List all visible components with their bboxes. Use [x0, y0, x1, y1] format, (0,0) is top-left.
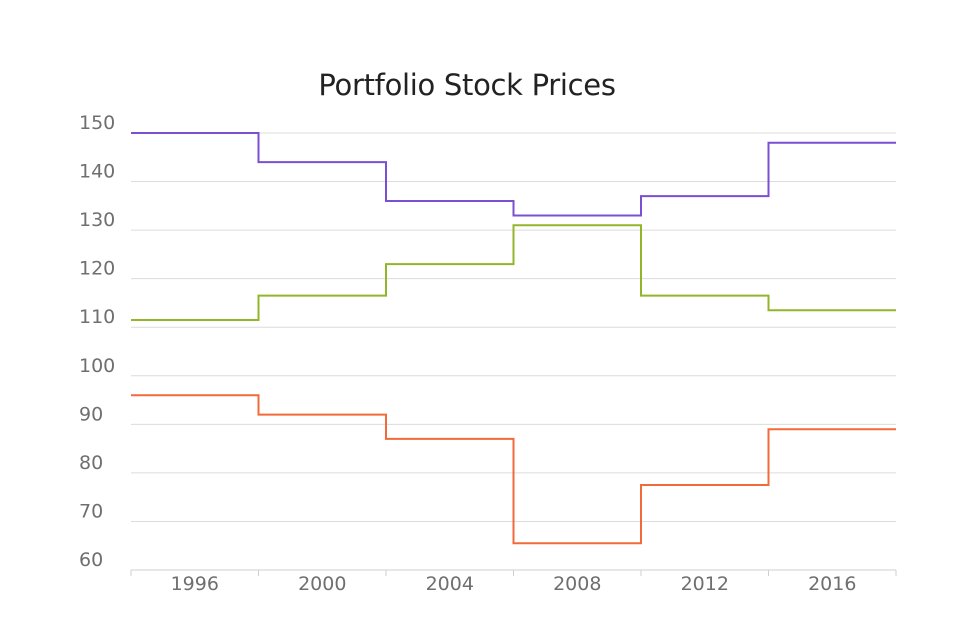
x-tick-label: 2000	[298, 573, 346, 595]
y-tick-label: 60	[79, 549, 103, 571]
series-line-3	[131, 394, 896, 545]
x-tick-label: 2008	[553, 573, 601, 595]
y-tick-label: 100	[79, 355, 115, 377]
y-tick-label: 120	[79, 258, 115, 280]
y-tick-label: 70	[79, 500, 103, 522]
series-line-2	[131, 224, 896, 321]
axis-layer: 60 70 80 90 100 110 120 130 140 150 1996 2000 2004 20…	[79, 112, 897, 595]
y-tick-label: 140	[79, 161, 115, 183]
x-tick-label: 2012	[681, 573, 729, 595]
y-tick-label: 150	[79, 112, 115, 134]
x-tick-label: 2016	[808, 573, 856, 595]
y-tick-label: 80	[79, 452, 103, 474]
x-tick-label: 1996	[171, 573, 219, 595]
chart-title: Portfolio Stock Prices	[318, 68, 616, 102]
series-line-1	[131, 132, 896, 217]
y-tick-label: 130	[79, 209, 115, 231]
series-layer	[131, 132, 896, 545]
y-tick-label: 110	[79, 306, 115, 328]
x-tick-label: 2004	[426, 573, 474, 595]
y-tick-label: 90	[79, 403, 103, 425]
